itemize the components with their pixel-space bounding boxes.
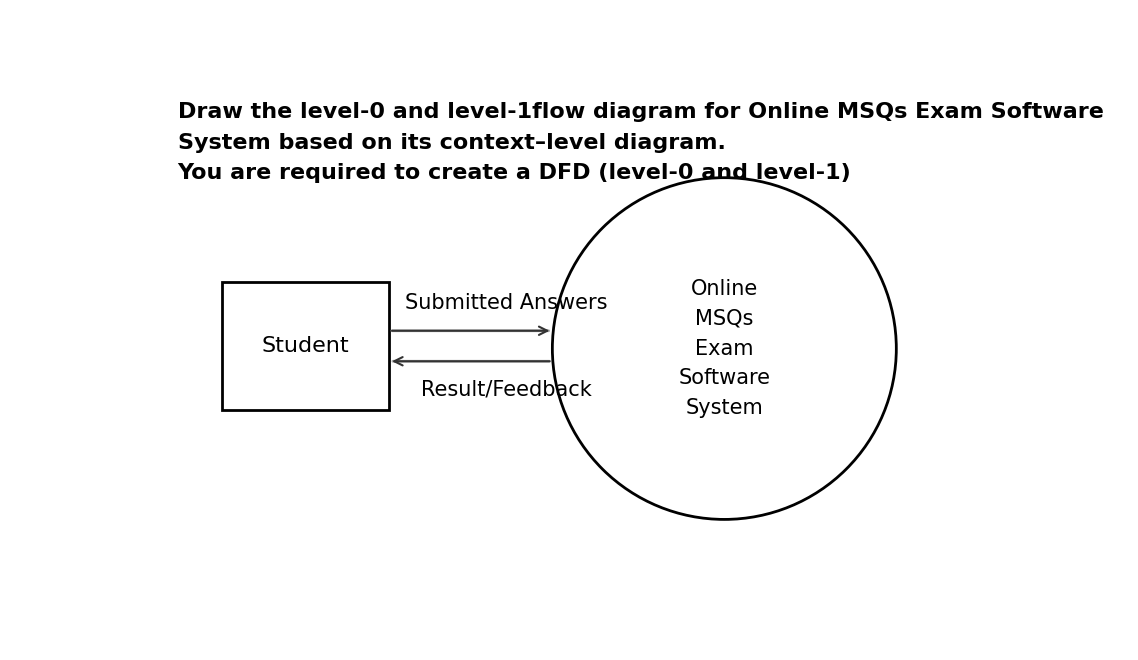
Text: Result/Feedback: Result/Feedback — [421, 379, 592, 399]
Text: You are required to create a DFD (level-0 and level-1): You are required to create a DFD (level-… — [178, 163, 851, 183]
Text: Online
MSQs
Exam
Software
System: Online MSQs Exam Software System — [678, 279, 770, 418]
Text: Draw the level-0 and level-1flow diagram for Online MSQs Exam Software: Draw the level-0 and level-1flow diagram… — [178, 102, 1104, 122]
Text: Submitted Answers: Submitted Answers — [405, 293, 608, 313]
Ellipse shape — [552, 178, 897, 519]
Text: System based on its context–level diagram.: System based on its context–level diagra… — [178, 133, 725, 152]
Bar — [222, 282, 389, 409]
Text: Student: Student — [262, 336, 349, 356]
